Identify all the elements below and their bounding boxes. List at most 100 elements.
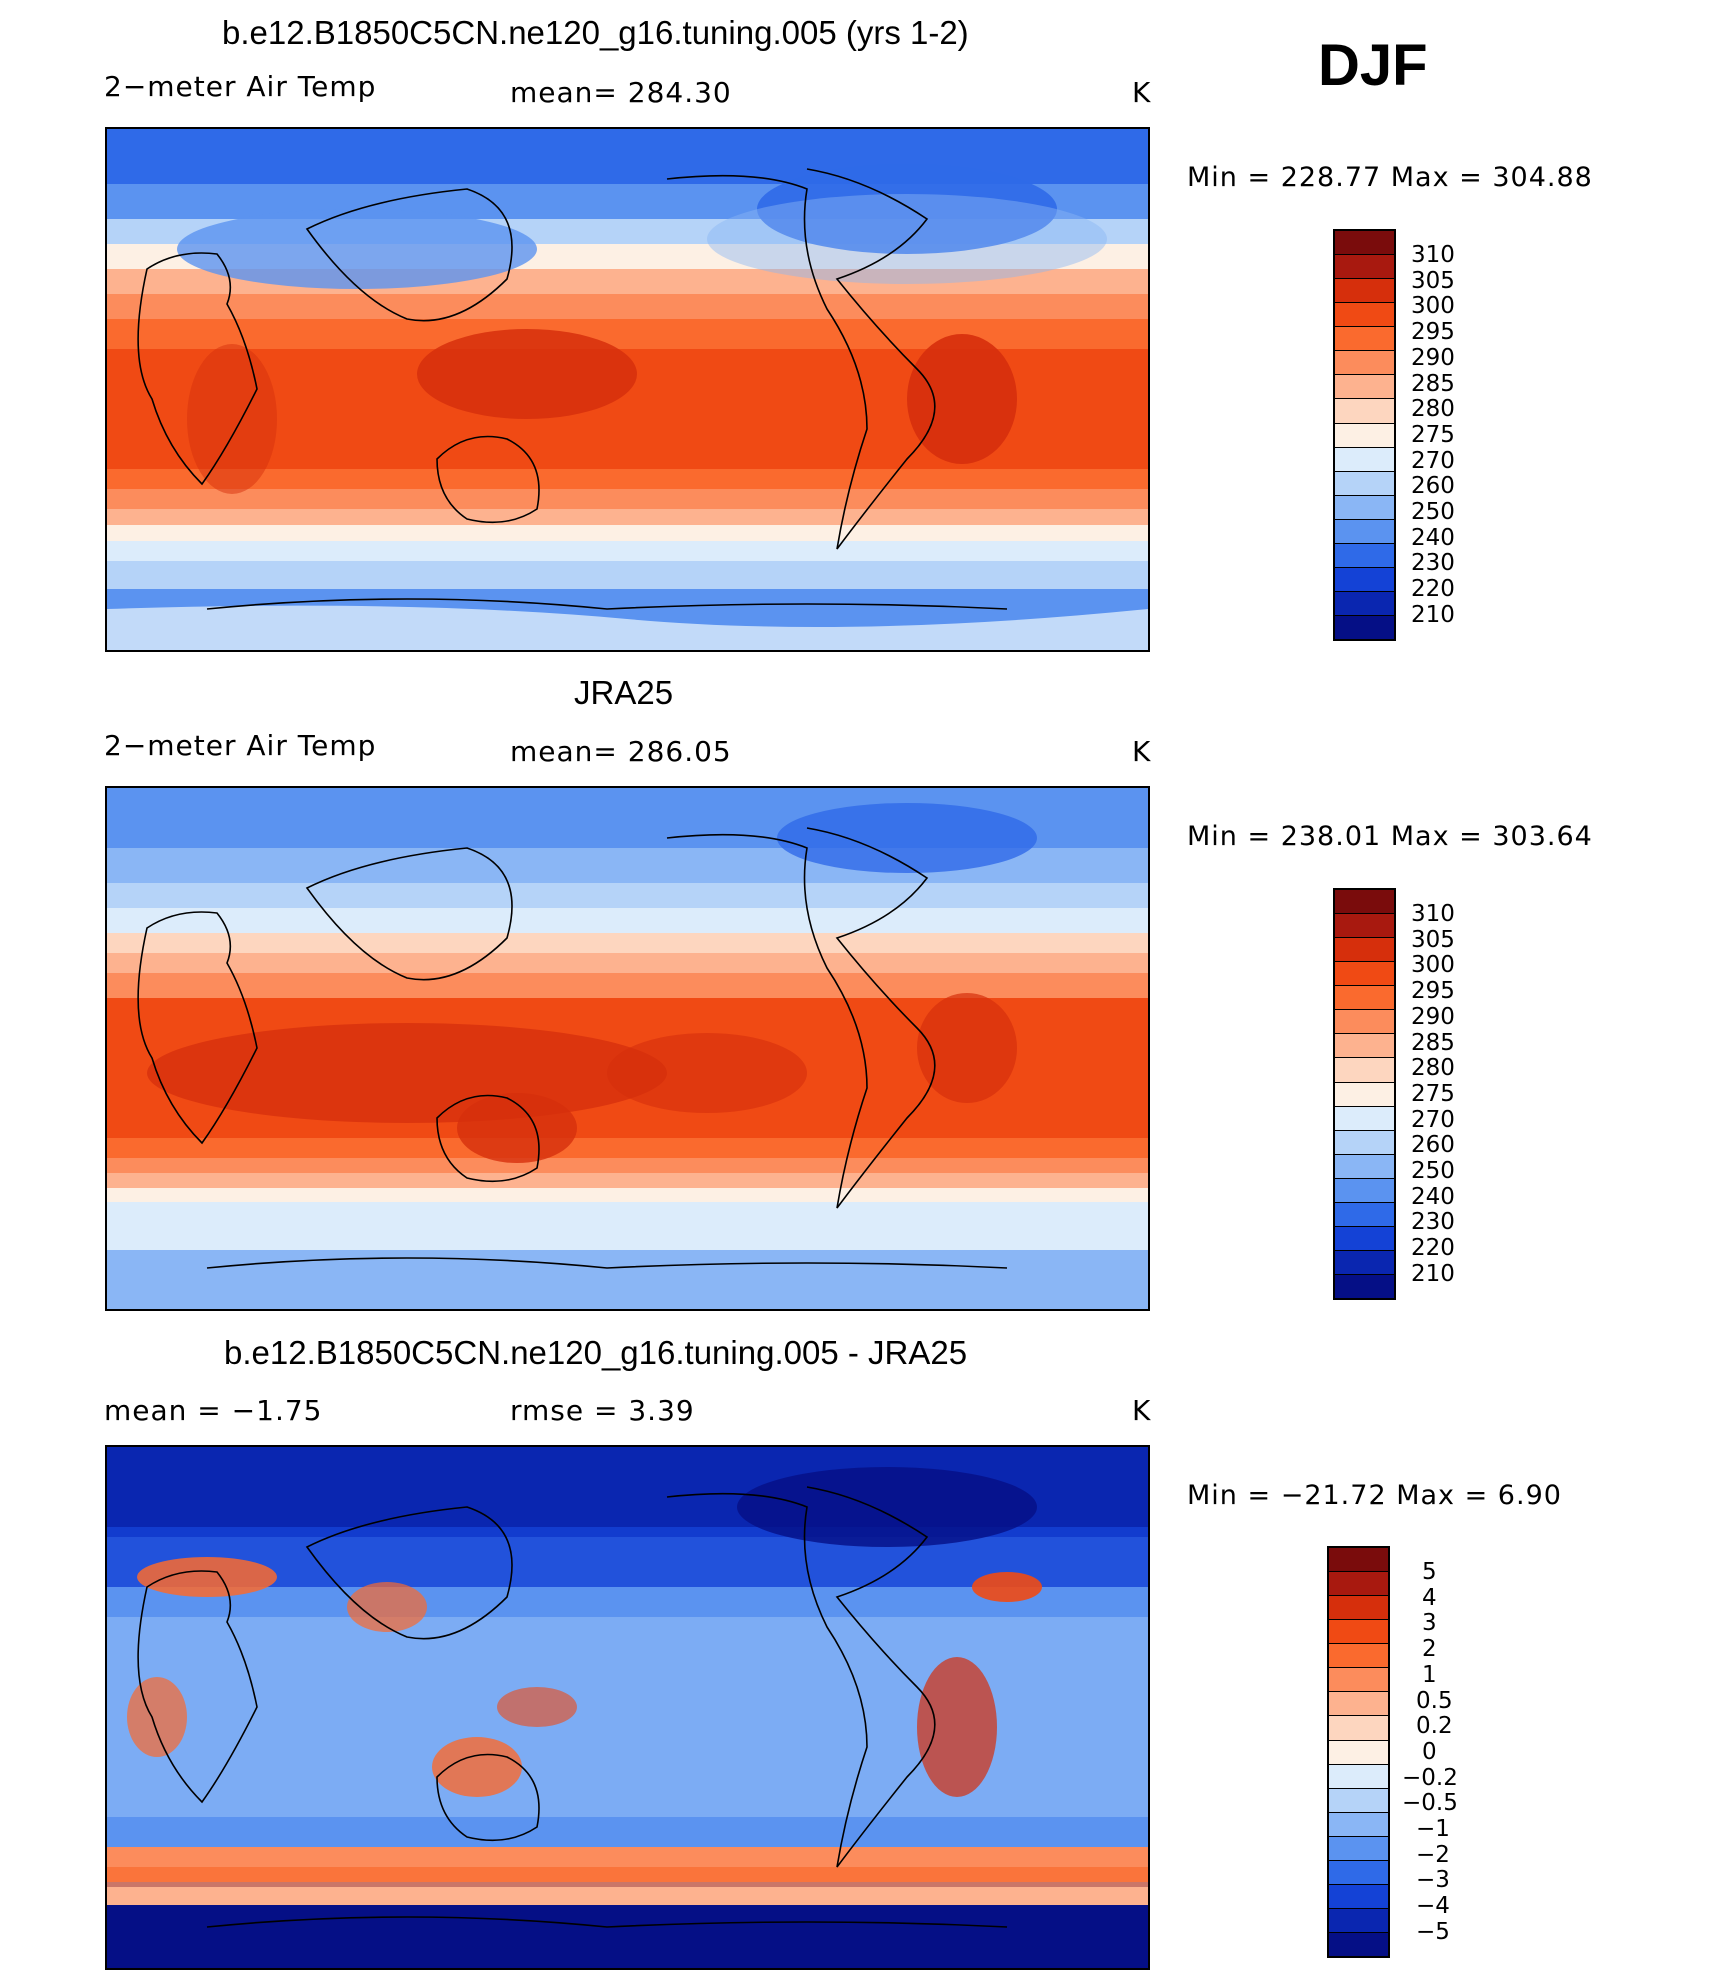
colorbar-tick-label: 220 bbox=[1411, 1235, 1455, 1262]
panel3-colorbar-ticks: 5 4 3 2 1 0.5 0.2 0 −0.2 −0.5 −1 −2 −3 −… bbox=[1402, 1561, 1492, 1961]
colorbar-tick-label: 305 bbox=[1411, 926, 1455, 953]
panel2-colorbar-swatch bbox=[1335, 1178, 1394, 1203]
colorbar-tick-label: 210 bbox=[1411, 1260, 1455, 1287]
panel2-colorbar-ticks: 310 305 300 295 290 285 280 275 270 260 … bbox=[1411, 903, 1491, 1303]
panel1-colorbar-swatch bbox=[1335, 591, 1394, 616]
colorbar-tick-label: 240 bbox=[1411, 524, 1455, 551]
colorbar-tick-label: 295 bbox=[1411, 319, 1455, 346]
panel3-rmse-label: rmse = 3.39 bbox=[510, 1394, 695, 1427]
panel2-colorbar-swatch bbox=[1335, 938, 1394, 963]
panel2-map-field bbox=[107, 788, 1148, 1309]
panel3-colorbar-swatch bbox=[1329, 1668, 1388, 1693]
colorbar-tick-label: 300 bbox=[1411, 952, 1455, 979]
panel2-colorbar-swatch bbox=[1335, 1130, 1394, 1155]
panel1-colorbar-swatch bbox=[1335, 375, 1394, 400]
colorbar-tick-label: 290 bbox=[1411, 1003, 1455, 1030]
panel2-colorbar-swatch bbox=[1335, 1154, 1394, 1179]
colorbar-tick-label: 260 bbox=[1411, 473, 1455, 500]
panel2-colorbar-swatch bbox=[1335, 1202, 1394, 1227]
colorbar-tick-label: −1 bbox=[1416, 1816, 1450, 1842]
colorbar-tick-label: 285 bbox=[1411, 370, 1455, 397]
panel3-colorbar-swatch bbox=[1329, 1572, 1388, 1597]
panel3-colorbar-swatch bbox=[1329, 1620, 1388, 1645]
panel2-title: JRA25 bbox=[574, 674, 674, 711]
colorbar-tick-label: 290 bbox=[1411, 344, 1455, 371]
panel1-colorbar-swatch bbox=[1335, 423, 1394, 448]
panel2-colorbar-swatch bbox=[1335, 1082, 1394, 1107]
panel1-colorbar-swatch bbox=[1335, 327, 1394, 352]
panel2-unit-label: K bbox=[1132, 735, 1152, 768]
colorbar-tick-label: 220 bbox=[1411, 576, 1455, 603]
panel3-colorbar-swatch bbox=[1329, 1812, 1388, 1837]
panel1-colorbar-swatch bbox=[1335, 519, 1394, 544]
panel1-colorbar-swatch bbox=[1335, 495, 1394, 520]
panel1-unit-label: K bbox=[1132, 76, 1152, 109]
colorbar-tick-label: 295 bbox=[1411, 978, 1455, 1005]
panel2-colorbar-swatch bbox=[1335, 1226, 1394, 1251]
colorbar-tick-label: 285 bbox=[1411, 1029, 1455, 1056]
panel3-colorbar-swatch bbox=[1329, 1836, 1388, 1861]
panel1-colorbar-swatch bbox=[1335, 543, 1394, 568]
panel1-colorbar-swatch bbox=[1335, 351, 1394, 376]
panel1-colorbar-swatch bbox=[1335, 616, 1394, 640]
colorbar-tick-label: 310 bbox=[1411, 242, 1455, 268]
panel3-colorbar-swatch bbox=[1329, 1884, 1388, 1909]
panel1-colorbar-swatch bbox=[1335, 279, 1394, 304]
colorbar-tick-label: 2 bbox=[1422, 1636, 1437, 1663]
panel1-colorbar-swatch bbox=[1335, 447, 1394, 472]
panel1-colorbar-swatch bbox=[1335, 567, 1394, 592]
colorbar-tick-label: 210 bbox=[1411, 601, 1455, 628]
panel3-colorbar bbox=[1327, 1546, 1390, 1958]
colorbar-tick-label: −0.2 bbox=[1402, 1764, 1458, 1791]
panel2-minmax: Min = 238.01 Max = 303.64 bbox=[1187, 821, 1593, 852]
panel1-variable-label: 2−meter Air Temp bbox=[104, 70, 377, 103]
colorbar-tick-label: −5 bbox=[1416, 1918, 1450, 1945]
panel3-minmax: Min = −21.72 Max = 6.90 bbox=[1187, 1480, 1562, 1511]
panel3-colorbar-swatch bbox=[1329, 1933, 1388, 1957]
colorbar-tick-label: 230 bbox=[1411, 1209, 1455, 1236]
panel2-colorbar-swatch bbox=[1335, 962, 1394, 987]
colorbar-tick-label: 250 bbox=[1411, 499, 1455, 525]
panel2-colorbar-swatch bbox=[1335, 890, 1394, 915]
panel3-colorbar-swatch bbox=[1329, 1908, 1388, 1933]
colorbar-tick-label: 275 bbox=[1411, 421, 1455, 448]
colorbar-tick-label: 310 bbox=[1411, 901, 1455, 927]
panel2-colorbar-swatch bbox=[1335, 1275, 1394, 1299]
colorbar-tick-label: 0 bbox=[1422, 1738, 1437, 1765]
panel1-colorbar-swatch bbox=[1335, 303, 1394, 328]
panel3-title: b.e12.B1850C5CN.ne120_g16.tuning.005 - J… bbox=[224, 1334, 968, 1371]
panel1-map bbox=[105, 127, 1150, 652]
colorbar-tick-label: 5 bbox=[1422, 1559, 1437, 1585]
colorbar-tick-label: −0.5 bbox=[1402, 1790, 1458, 1817]
colorbar-tick-label: 3 bbox=[1422, 1610, 1437, 1637]
panel1-colorbar bbox=[1333, 229, 1396, 641]
panel1-colorbar-ticks: 310 305 300 295 290 285 280 275 270 260 … bbox=[1411, 244, 1491, 644]
panel2-colorbar-swatch bbox=[1335, 1058, 1394, 1083]
colorbar-tick-label: 1 bbox=[1422, 1661, 1437, 1688]
colorbar-tick-label: −2 bbox=[1416, 1841, 1450, 1868]
colorbar-tick-label: 300 bbox=[1411, 293, 1455, 320]
panel3-map bbox=[105, 1445, 1150, 1970]
panel1-colorbar-swatch bbox=[1335, 255, 1394, 280]
season-label: DJF bbox=[1318, 33, 1428, 98]
colorbar-tick-label: 280 bbox=[1411, 1055, 1455, 1082]
panel2-mean-label: mean= 286.05 bbox=[510, 735, 732, 768]
panel3-colorbar-swatch bbox=[1329, 1860, 1388, 1885]
panel2-colorbar-swatch bbox=[1335, 1106, 1394, 1131]
colorbar-tick-label: 260 bbox=[1411, 1132, 1455, 1159]
panel1-map-field bbox=[107, 129, 1148, 650]
panel2-variable-label: 2−meter Air Temp bbox=[104, 729, 377, 762]
panel1-mean-label: mean= 284.30 bbox=[510, 76, 732, 109]
panel3-mean-label: mean = −1.75 bbox=[104, 1394, 323, 1427]
panel2-colorbar-swatch bbox=[1335, 1010, 1394, 1035]
panel3-colorbar-swatch bbox=[1329, 1788, 1388, 1813]
panel2-map bbox=[105, 786, 1150, 1311]
panel1-colorbar-swatch bbox=[1335, 231, 1394, 256]
colorbar-tick-label: 0.2 bbox=[1416, 1713, 1453, 1740]
colorbar-tick-label: 240 bbox=[1411, 1183, 1455, 1210]
panel3-map-field bbox=[107, 1447, 1148, 1968]
panel3-colorbar-swatch bbox=[1329, 1740, 1388, 1765]
colorbar-tick-label: −4 bbox=[1416, 1893, 1450, 1920]
panel1-title: b.e12.B1850C5CN.ne120_g16.tuning.005 (yr… bbox=[222, 14, 969, 51]
panel3-colorbar-swatch bbox=[1329, 1692, 1388, 1717]
